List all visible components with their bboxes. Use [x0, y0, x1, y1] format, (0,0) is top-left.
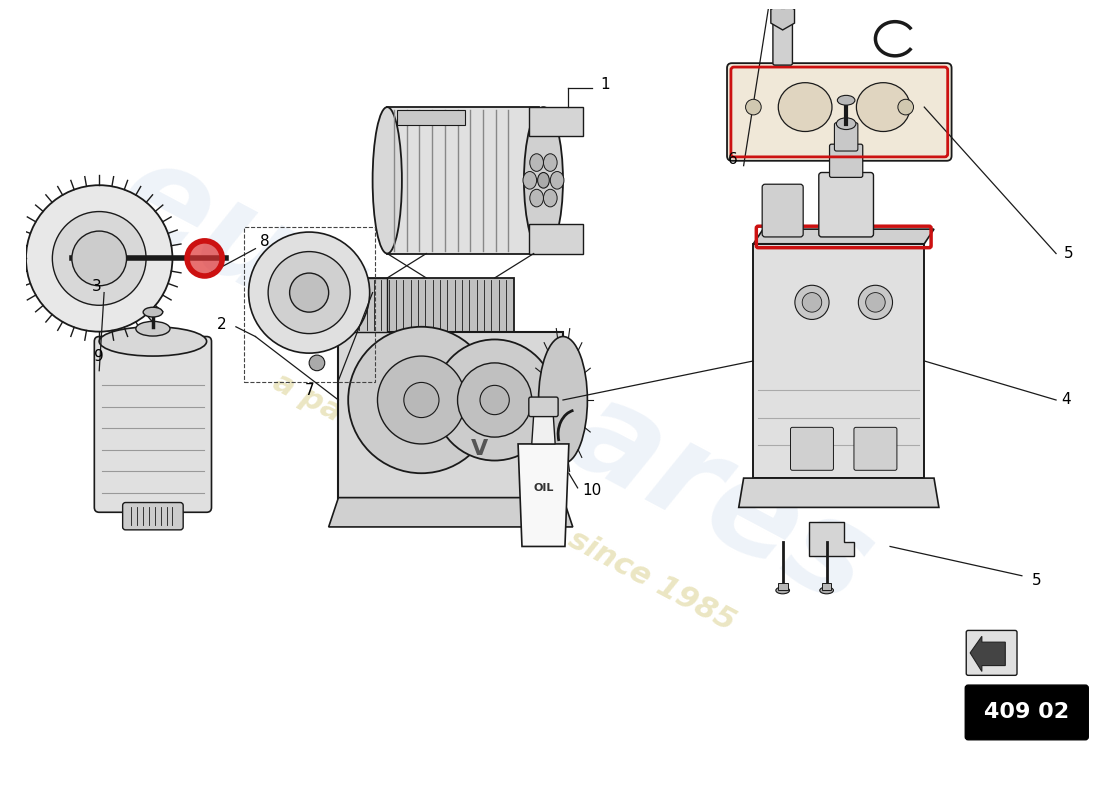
Circle shape	[268, 251, 350, 334]
Polygon shape	[339, 278, 387, 332]
FancyBboxPatch shape	[791, 427, 834, 470]
Ellipse shape	[522, 171, 537, 189]
Ellipse shape	[779, 82, 832, 131]
Ellipse shape	[836, 118, 856, 130]
FancyBboxPatch shape	[966, 630, 1018, 675]
Ellipse shape	[373, 107, 402, 254]
Circle shape	[746, 99, 761, 115]
Circle shape	[187, 241, 222, 276]
Ellipse shape	[776, 587, 790, 594]
Ellipse shape	[866, 293, 886, 312]
Ellipse shape	[99, 326, 207, 356]
Ellipse shape	[543, 154, 557, 171]
Text: 7: 7	[305, 382, 314, 398]
Ellipse shape	[550, 171, 564, 189]
Ellipse shape	[538, 173, 549, 188]
Ellipse shape	[135, 322, 170, 336]
FancyBboxPatch shape	[966, 685, 1088, 740]
Ellipse shape	[543, 190, 557, 207]
Polygon shape	[808, 522, 854, 556]
Text: 10: 10	[583, 483, 602, 498]
Text: V: V	[472, 439, 488, 459]
Polygon shape	[329, 498, 573, 527]
Circle shape	[377, 356, 465, 444]
FancyBboxPatch shape	[529, 397, 558, 417]
Circle shape	[480, 386, 509, 414]
Polygon shape	[739, 478, 939, 507]
Circle shape	[309, 355, 324, 370]
Text: a passion for parts since 1985: a passion for parts since 1985	[268, 368, 740, 638]
Circle shape	[289, 273, 329, 312]
Polygon shape	[754, 229, 934, 244]
Text: 9: 9	[95, 349, 104, 363]
FancyBboxPatch shape	[829, 144, 862, 178]
Ellipse shape	[802, 293, 822, 312]
Ellipse shape	[795, 286, 829, 319]
Ellipse shape	[524, 107, 563, 254]
Polygon shape	[529, 224, 583, 254]
Ellipse shape	[858, 286, 892, 319]
Polygon shape	[529, 107, 583, 136]
Circle shape	[404, 382, 439, 418]
Ellipse shape	[820, 587, 834, 594]
Ellipse shape	[530, 190, 543, 207]
Circle shape	[458, 363, 531, 437]
Circle shape	[53, 211, 146, 306]
Polygon shape	[397, 110, 465, 125]
Text: OIL: OIL	[534, 483, 553, 493]
Polygon shape	[349, 278, 514, 332]
FancyBboxPatch shape	[818, 173, 873, 237]
Polygon shape	[970, 636, 1005, 671]
Text: 2: 2	[217, 318, 227, 332]
FancyBboxPatch shape	[822, 582, 832, 590]
Circle shape	[434, 339, 556, 461]
Text: eurospares: eurospares	[97, 129, 893, 633]
Circle shape	[349, 326, 495, 474]
Polygon shape	[339, 332, 563, 498]
Text: 3: 3	[91, 279, 101, 294]
Text: 1: 1	[601, 77, 609, 92]
Ellipse shape	[143, 307, 163, 317]
Text: 5: 5	[1032, 573, 1042, 588]
Text: 6: 6	[728, 152, 738, 167]
Ellipse shape	[539, 337, 587, 463]
Circle shape	[898, 99, 913, 115]
Text: 5: 5	[1064, 246, 1074, 261]
Polygon shape	[387, 107, 539, 254]
FancyBboxPatch shape	[95, 337, 211, 512]
FancyBboxPatch shape	[762, 184, 803, 237]
FancyBboxPatch shape	[778, 582, 788, 590]
Polygon shape	[754, 244, 924, 478]
Ellipse shape	[530, 154, 543, 171]
Circle shape	[26, 185, 173, 332]
Polygon shape	[518, 444, 569, 546]
FancyBboxPatch shape	[854, 427, 896, 470]
Text: 4: 4	[1062, 393, 1070, 407]
Circle shape	[249, 232, 370, 353]
Ellipse shape	[837, 95, 855, 105]
Polygon shape	[531, 414, 556, 444]
FancyBboxPatch shape	[727, 63, 952, 161]
Text: 409 02: 409 02	[984, 702, 1069, 722]
Circle shape	[72, 231, 126, 286]
FancyBboxPatch shape	[122, 502, 184, 530]
Ellipse shape	[857, 82, 910, 131]
FancyBboxPatch shape	[835, 122, 858, 151]
FancyBboxPatch shape	[773, 22, 792, 65]
Text: 8: 8	[261, 234, 270, 250]
